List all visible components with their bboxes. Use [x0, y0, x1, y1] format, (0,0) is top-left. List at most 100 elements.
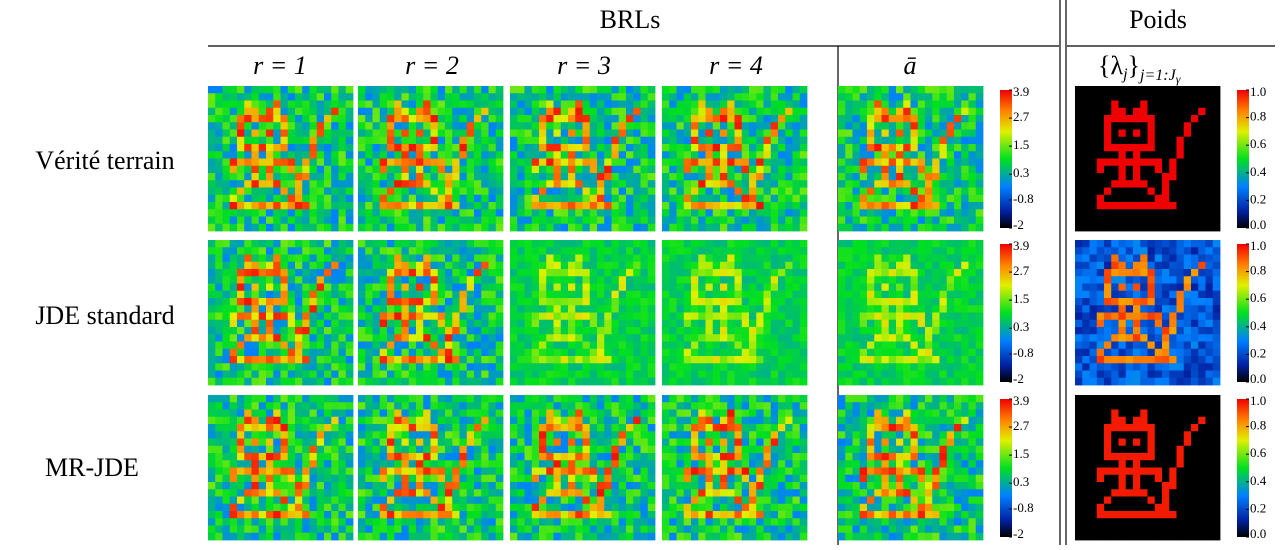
heat-cell: [1198, 115, 1206, 123]
heat-cell: [525, 342, 533, 350]
heat-cell: [961, 86, 969, 94]
heat-cell: [230, 137, 238, 145]
heat-cell: [691, 130, 699, 138]
heat-cell: [969, 93, 977, 101]
heat-cell: [561, 137, 569, 145]
heat-cell: [1090, 334, 1098, 342]
heat-cell: [1206, 240, 1214, 248]
heat-cell: [684, 320, 692, 328]
heat-cell: [365, 224, 373, 232]
heat-cell: [496, 356, 504, 364]
heat-cell: [402, 356, 410, 364]
heat-cell: [554, 247, 562, 255]
heat-cell: [554, 298, 562, 306]
heat-cell: [1191, 130, 1199, 138]
heat-cell: [489, 173, 497, 181]
heat-cell: [215, 101, 223, 109]
heat-cell: [1140, 349, 1148, 357]
heat-cell: [860, 188, 868, 196]
heat-cell: [889, 342, 897, 350]
heat-cell: [698, 108, 706, 116]
heat-cell: [244, 334, 252, 342]
heat-cell: [575, 93, 583, 101]
heat-cell: [785, 269, 793, 277]
heat-cell: [845, 313, 853, 321]
heat-cell: [662, 269, 670, 277]
heat-cell: [800, 217, 808, 225]
heat-cell: [431, 122, 439, 130]
heat-cell: [633, 371, 641, 379]
heat-cell: [1155, 327, 1163, 335]
heat-cell: [1140, 115, 1148, 123]
heat-cell: [1184, 173, 1192, 181]
heat-cell: [838, 195, 846, 203]
heat-cell: [742, 195, 750, 203]
heat-cell: [310, 327, 318, 335]
heat-cell: [874, 334, 882, 342]
heat-cell: [903, 144, 911, 152]
heat-cell: [867, 371, 875, 379]
heat-cell: [302, 284, 310, 292]
heat-cell: [932, 269, 940, 277]
heat-cell: [1104, 217, 1112, 225]
heat-cell: [838, 378, 846, 386]
heat-cell: [380, 144, 388, 152]
heat-cell: [394, 269, 402, 277]
heat-cell: [976, 349, 984, 357]
heat-cell: [324, 86, 332, 94]
heat-cell: [976, 86, 984, 94]
heat-cell: [771, 356, 779, 364]
heat-cell: [1155, 342, 1163, 350]
heat-cell: [474, 378, 482, 386]
heat-cell: [1133, 349, 1141, 357]
heat-cell: [310, 93, 318, 101]
heat-cell: [489, 269, 497, 277]
heat-cell: [662, 320, 670, 328]
heat-cell: [575, 276, 583, 284]
heat-cell: [273, 371, 281, 379]
heat-cell: [324, 130, 332, 138]
heat-cell: [954, 122, 962, 130]
heat-cell: [317, 202, 325, 210]
heat-cell: [1082, 262, 1090, 270]
heat-cell: [1155, 255, 1163, 263]
heat-cell: [853, 356, 861, 364]
heat-cell: [860, 349, 868, 357]
heat-cell: [925, 122, 933, 130]
heat-cell: [940, 276, 948, 284]
heat-cell: [677, 93, 685, 101]
heat-cell: [889, 269, 897, 277]
heat-cell: [874, 305, 882, 313]
heat-cell: [1162, 202, 1170, 210]
heat-cell: [244, 327, 252, 335]
heat-cell: [1075, 291, 1083, 299]
heat-cell: [474, 255, 482, 263]
heat-cell: [845, 188, 853, 196]
heat-cell: [954, 378, 962, 386]
heat-cell: [612, 298, 620, 306]
heat-cell: [1177, 151, 1185, 159]
heat-cell: [358, 101, 366, 109]
heat-cell: [1119, 101, 1127, 109]
heat-cell: [1191, 159, 1199, 167]
heat-cell: [749, 209, 757, 217]
heat-cell: [339, 305, 347, 313]
heat-cell: [969, 334, 977, 342]
heat-cell: [1082, 115, 1090, 123]
heat-cell: [720, 166, 728, 174]
heat-cell: [778, 108, 786, 116]
heat-cell: [532, 378, 540, 386]
heat-cell: [215, 86, 223, 94]
heat-cell: [619, 371, 627, 379]
heat-cell: [1177, 101, 1185, 109]
heat-cell: [1177, 342, 1185, 350]
heat-cell: [918, 356, 926, 364]
heat-cell: [409, 313, 417, 321]
heat-cell: [882, 276, 890, 284]
heat-cell: [669, 209, 677, 217]
heat-cell: [554, 130, 562, 138]
heat-cell: [1198, 313, 1206, 321]
heat-cell: [1162, 262, 1170, 270]
heat-cell: [947, 224, 955, 232]
heat-cell: [339, 108, 347, 116]
